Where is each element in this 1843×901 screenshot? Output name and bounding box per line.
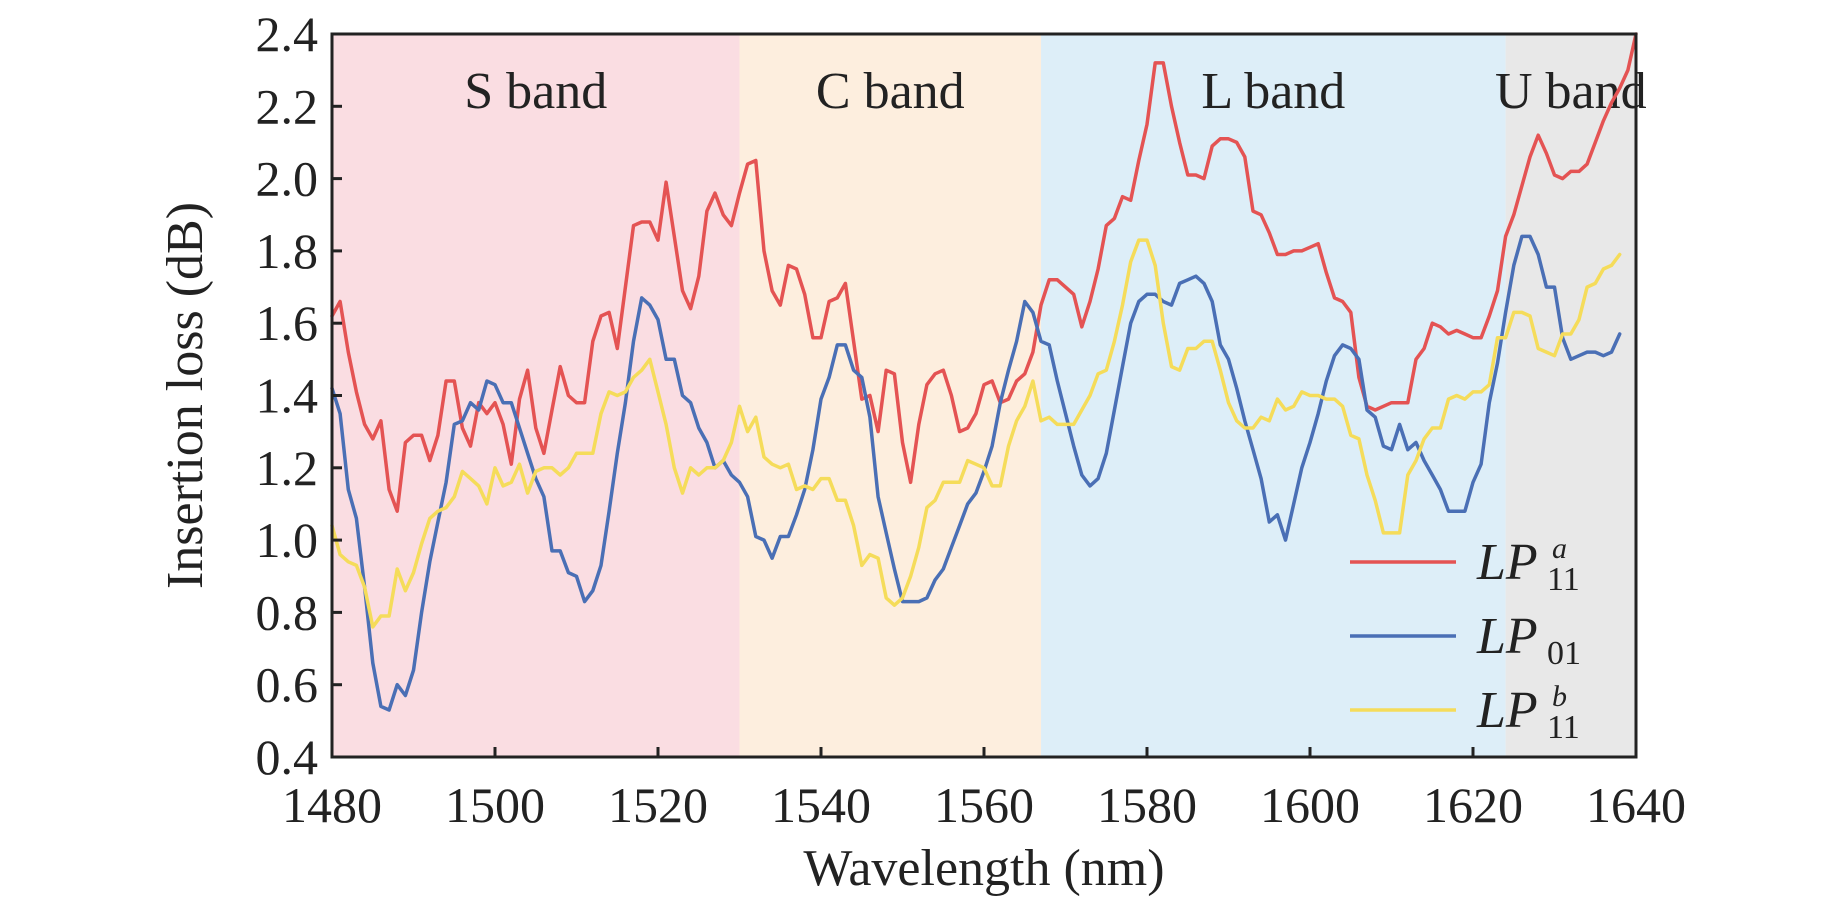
y-tick-label: 0.4: [256, 729, 319, 785]
series-line-1: [330, 234, 1622, 712]
legend-label-base: LP: [1476, 608, 1538, 665]
x-tick-label: 1480: [282, 777, 382, 833]
y-tick-label: 1.6: [256, 295, 319, 351]
x-axis-label: Wavelength (nm): [803, 840, 1164, 897]
legend-label-1: LP 01: [1476, 608, 1581, 672]
band-region-3: [1505, 34, 1636, 757]
y-tick-label: 2.0: [256, 151, 319, 207]
x-tick-label: 1520: [608, 777, 708, 833]
x-tick-label: 1640: [1586, 777, 1686, 833]
y-tick-label: 1.4: [256, 368, 319, 424]
x-tick-label: 1620: [1423, 777, 1523, 833]
y-tick-label: 1.0: [256, 512, 319, 568]
legend-label-sub: 01: [1547, 635, 1581, 672]
y-tick-label: 2.2: [256, 78, 319, 134]
x-tick-label: 1580: [1097, 777, 1197, 833]
band-region-0: [332, 34, 740, 757]
y-tick-label: 1.2: [256, 440, 319, 496]
y-tick-label: 1.8: [256, 223, 319, 279]
band-label-2: L band: [1201, 63, 1345, 120]
band-label-0: S band: [464, 63, 607, 120]
y-axis-ticks: 0.4 0.6 0.8 1.0 1.2 1.4 1.6 1.8 2.0 2.2 2.4: [256, 6, 342, 785]
x-tick-label: 1540: [771, 777, 871, 833]
x-tick-label: 1560: [934, 777, 1034, 833]
wavelength-bands: S band C band L band U band: [332, 34, 1647, 757]
x-tick-label: 1500: [445, 777, 545, 833]
band-label-3: U band: [1495, 63, 1647, 120]
y-tick-label: 0.8: [256, 584, 319, 640]
x-tick-label: 1600: [1260, 777, 1360, 833]
legend-label-sup: b: [1552, 680, 1567, 713]
legend-label-sup: a: [1552, 532, 1567, 565]
legend-label-base: LP: [1476, 682, 1538, 739]
legend-label-sub: 11: [1547, 561, 1580, 598]
legend-label-base: LP: [1476, 534, 1538, 591]
band-region-2: [1041, 34, 1506, 757]
y-axis-label: Insertion loss (dB): [157, 202, 214, 589]
band-label-1: C band: [816, 63, 965, 120]
legend-label-2: LP b 11: [1476, 680, 1580, 746]
y-tick-label: 2.4: [256, 6, 319, 62]
series-lines: [330, 32, 1638, 712]
legend-label-0: LP a 11: [1476, 532, 1580, 598]
series-line-0: [330, 32, 1638, 513]
band-region-1: [739, 34, 1042, 757]
legend-label-sub: 11: [1547, 709, 1580, 746]
x-axis-ticks: 1480 1500 1520 1540 1560 1580 1600 1620 1640: [282, 747, 1686, 833]
y-tick-label: 0.6: [256, 657, 319, 713]
series-line-2: [330, 238, 1622, 629]
